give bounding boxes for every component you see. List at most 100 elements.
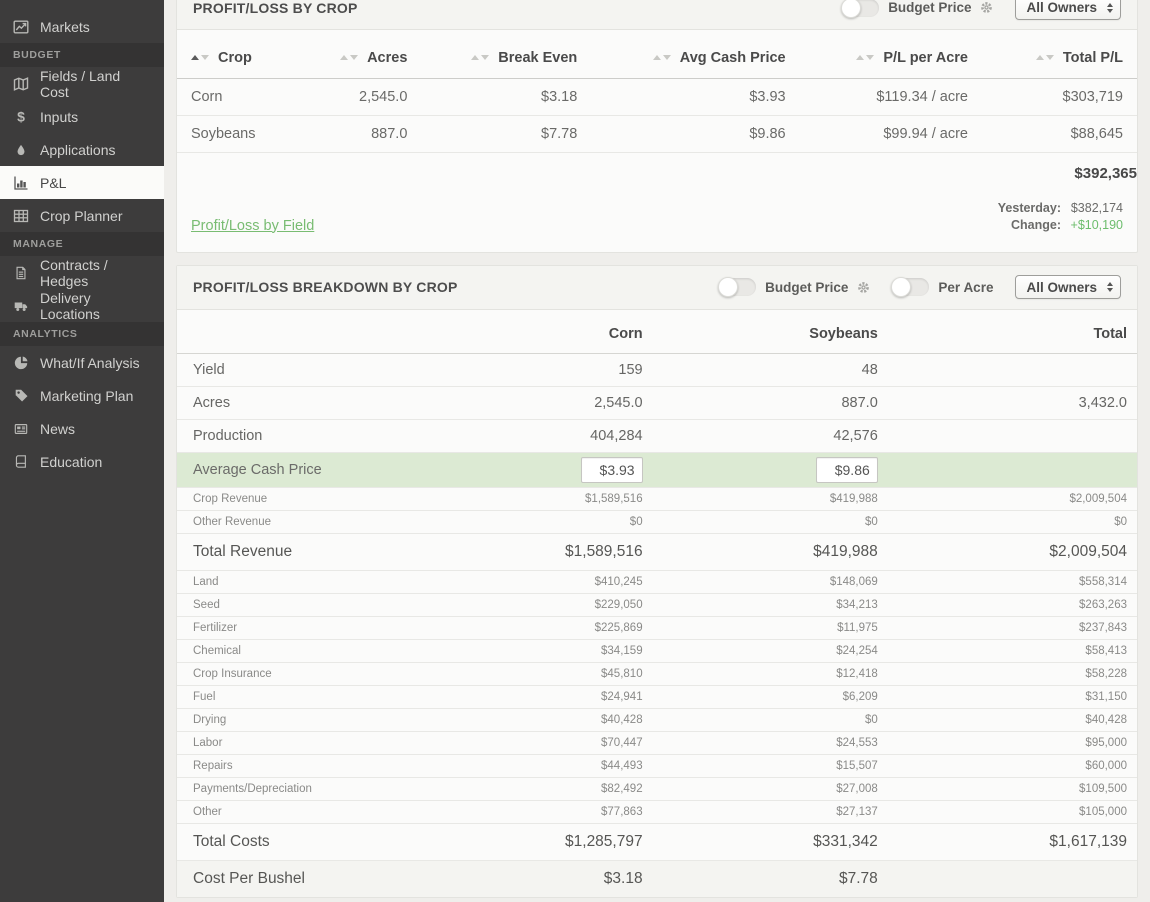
main-content: PROFIT/LOSS BY CROP Budget Price All Own… [164, 0, 1150, 898]
row-seed: Seed $229,050 $34,213 $263,263 [177, 593, 1137, 617]
corn-cash-price-input[interactable] [580, 456, 643, 483]
sidebar-item-label: Contracts / Hedges [40, 256, 108, 289]
per-acre-toggle[interactable] [891, 277, 930, 297]
sidebar-item-applications[interactable]: Applications [0, 133, 164, 166]
row-acres: Acres 2,545.0 887.0 3,432.0 [177, 386, 1137, 420]
row-crop-revenue: Crop Revenue $1,589,516 $419,988 $2,009,… [177, 487, 1137, 511]
sidebar-item-marketing-plan[interactable]: Marketing Plan [0, 379, 164, 412]
sidebar-item-delivery-locations[interactable]: Delivery Locations [0, 289, 164, 322]
row-other: Other $77,863 $27,137 $105,000 [177, 800, 1137, 824]
tag-icon [13, 388, 29, 404]
cell-pl-per-acre: $119.34 / acre [785, 78, 968, 116]
grand-total-value: $392,365 [1074, 164, 1137, 182]
row-payments-depreciation: Payments/Depreciation $82,492 $27,008 $1… [177, 777, 1137, 801]
owners-select-value: All Owners [1026, 279, 1097, 295]
sidebar-item-label: Applications [40, 141, 116, 158]
column-header-total-pl[interactable]: Total P/L [968, 34, 1137, 79]
panel-title: PROFIT/LOSS BREAKDOWN BY CROP [193, 279, 458, 295]
sort-icons[interactable] [856, 55, 875, 60]
sidebar-item-label: News [40, 420, 76, 437]
column-header-total: Total [877, 311, 1137, 354]
sidebar-item-inputs[interactable]: $ Inputs [0, 100, 164, 133]
map-icon [13, 76, 29, 92]
yesterday-label: Yesterday: [997, 200, 1061, 215]
budget-price-toggle[interactable] [718, 277, 757, 297]
change-label: Change: [1011, 217, 1061, 232]
budget-price-label: Budget Price [888, 0, 972, 15]
row-chemical: Chemical $34,159 $24,254 $58,413 [177, 639, 1137, 663]
soybeans-cash-price-input[interactable] [815, 456, 878, 483]
droplet-icon [13, 142, 29, 158]
sidebar-item-label: Education [40, 453, 103, 470]
sidebar-item-label: Crop Planner [40, 207, 123, 224]
sidebar-item-fields-land-cost[interactable]: Fields / Land Cost [0, 67, 164, 100]
sidebar-item-whatif-analysis[interactable]: What/If Analysis [0, 346, 164, 379]
sidebar-item-crop-planner[interactable]: Crop Planner [0, 199, 164, 232]
sidebar-item-label: Fields / Land Cost [40, 67, 121, 100]
change-value: +$10,190 [1070, 217, 1123, 232]
truck-icon [13, 298, 29, 314]
row-other-revenue: Other Revenue $0 $0 $0 [177, 510, 1137, 534]
sidebar-item-contracts-hedges[interactable]: Contracts / Hedges [0, 256, 164, 289]
toggle-knob [718, 277, 739, 297]
pie-chart-icon [13, 355, 29, 371]
row-drying: Drying $40,428 $0 $40,428 [177, 708, 1137, 732]
sidebar-section-manage: MANAGE [0, 232, 164, 256]
sidebar-section-budget: BUDGET [0, 43, 164, 67]
panel-profit-loss-by-crop: PROFIT/LOSS BY CROP Budget Price All Own… [176, 0, 1138, 253]
sort-icons[interactable] [652, 55, 671, 60]
column-header-crop[interactable]: Crop [177, 34, 302, 79]
svg-text:$: $ [17, 109, 25, 125]
yesterday-value: $382,174 [1070, 200, 1123, 215]
panel-header: PROFIT/LOSS BREAKDOWN BY CROP Budget Pri… [177, 265, 1137, 310]
column-header-acres[interactable]: Acres [301, 34, 408, 79]
gear-icon[interactable] [980, 1, 993, 14]
sidebar-item-markets[interactable]: Markets [0, 10, 164, 43]
owners-select[interactable]: All Owners [1015, 0, 1121, 20]
grid-icon [13, 208, 29, 224]
cell-avg-cash-price: $9.86 [577, 115, 786, 153]
row-average-cash-price: Average Cash Price [177, 452, 1137, 488]
sidebar: Markets BUDGET Fields / Land Cost $ Inpu… [0, 0, 164, 902]
column-header-pl-per-acre[interactable]: P/L per Acre [785, 34, 968, 79]
line-chart-icon [13, 19, 29, 35]
budget-price-toggle[interactable] [841, 0, 880, 18]
profit-loss-by-field-link[interactable]: Profit/Loss by Field [191, 217, 315, 234]
row-production: Production 404,284 42,576 [177, 419, 1137, 453]
breakdown-header-row: Corn Soybeans Total [177, 311, 1137, 354]
sidebar-item-education[interactable]: Education [0, 445, 164, 478]
dollar-icon: $ [13, 109, 29, 125]
owners-select[interactable]: All Owners [1015, 275, 1121, 299]
cell-break-even: $3.18 [407, 78, 578, 116]
row-cost-per-bushel: Cost Per Bushel $3.18 $7.78 [177, 860, 1137, 897]
row-repairs: Repairs $44,493 $15,507 $60,000 [177, 754, 1137, 778]
column-header-avg-cash-price[interactable]: Avg Cash Price [577, 34, 786, 79]
sidebar-item-label: P&L [40, 174, 67, 191]
sidebar-item-label: Delivery Locations [40, 289, 100, 322]
cell-crop: Corn [177, 78, 302, 116]
column-header-break-even[interactable]: Break Even [407, 34, 578, 79]
owners-select-value: All Owners [1026, 0, 1097, 15]
cell-total-pl: $88,645 [968, 115, 1137, 153]
yesterday-change-stats: Yesterday: $382,174 Change: +$10,190 [998, 200, 1123, 234]
sort-icons[interactable] [471, 55, 490, 60]
pl-by-crop-table: Crop Acres Break Even Avg Cash Price P/L… [177, 34, 1137, 194]
sidebar-item-label: Marketing Plan [40, 387, 134, 404]
sort-icons[interactable] [1035, 55, 1054, 60]
panel-profit-loss-breakdown: PROFIT/LOSS BREAKDOWN BY CROP Budget Pri… [176, 264, 1138, 898]
sidebar-item-label: What/If Analysis [40, 354, 140, 371]
cell-avg-cash-price: $3.93 [577, 78, 786, 116]
cell-total-pl: $303,719 [968, 78, 1137, 116]
sidebar-item-news[interactable]: News [0, 412, 164, 445]
sidebar-item-pl[interactable]: P&L [0, 166, 164, 199]
sort-icons[interactable] [191, 55, 209, 60]
table-row-corn: Corn 2,545.0 $3.18 $3.93 $119.34 / acre … [177, 78, 1137, 116]
panel-header: PROFIT/LOSS BY CROP Budget Price All Own… [177, 0, 1137, 30]
column-header-soybeans: Soybeans [642, 311, 878, 354]
sort-icons[interactable] [340, 55, 359, 60]
bar-chart-icon [13, 175, 29, 191]
panel-title: PROFIT/LOSS BY CROP [193, 0, 358, 16]
select-arrows-icon [1107, 2, 1113, 13]
row-total-revenue: Total Revenue $1,589,516 $419,988 $2,009… [177, 533, 1137, 571]
gear-icon[interactable] [857, 281, 870, 294]
